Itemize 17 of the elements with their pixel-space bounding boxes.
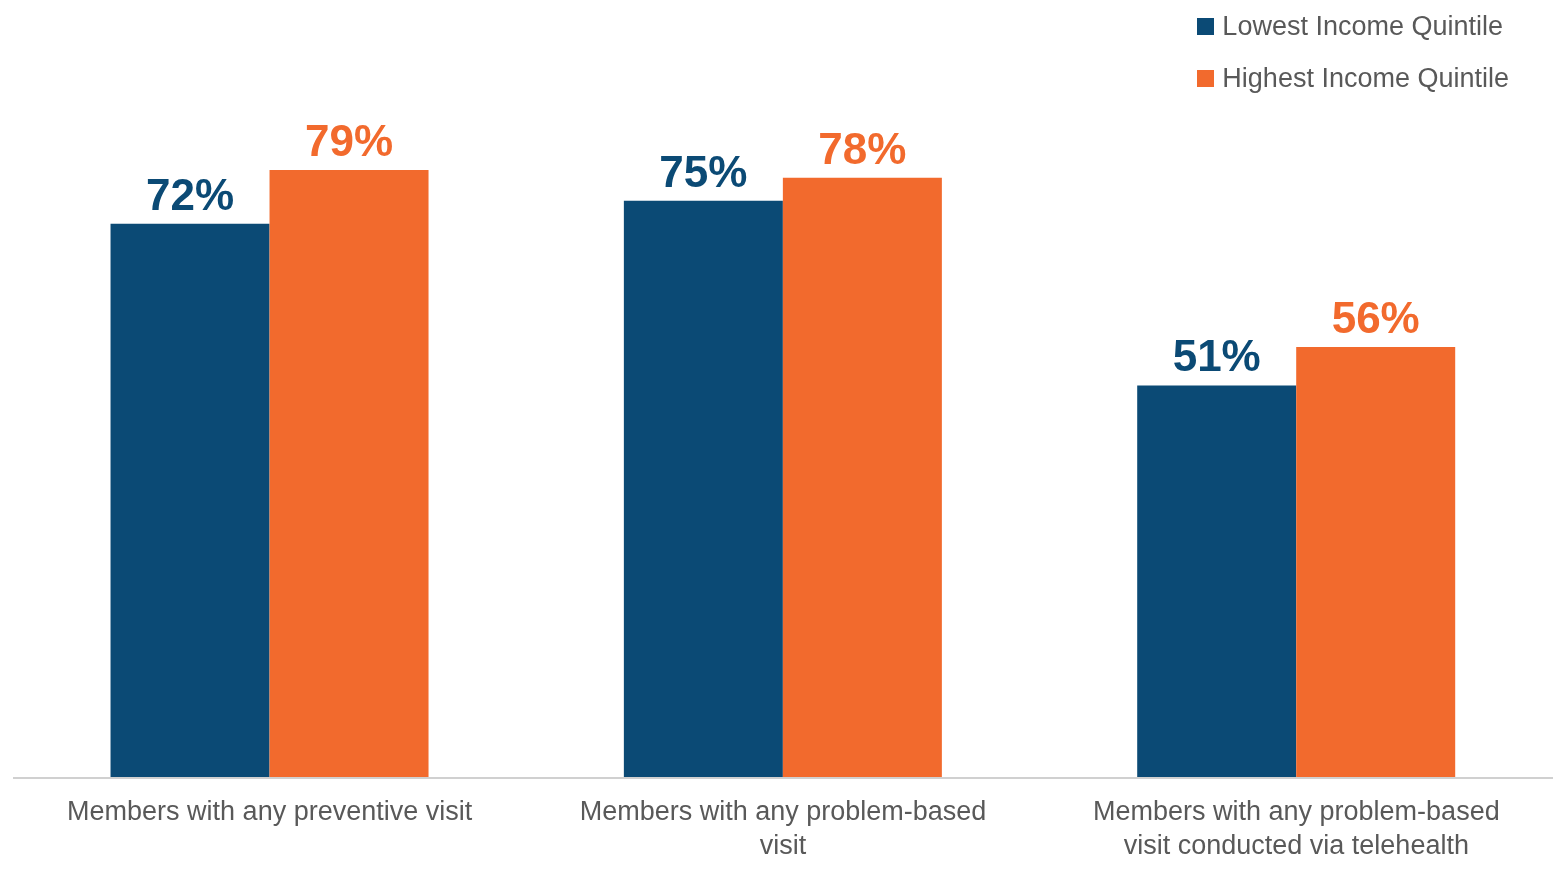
data-label: 56% [1331,293,1420,343]
bar [269,170,429,778]
data-label: 78% [818,123,907,173]
bar [1296,347,1456,778]
x-tick-label: Members with any preventive visit [67,796,473,826]
data-label: 51% [1172,331,1261,381]
data-label: 79% [304,116,394,165]
bar [623,200,783,778]
x-tick-label: Members with any problem-based visit [579,796,987,860]
x-tick-label: Members with any problem-based visit conducted via telehealth [1092,796,1500,860]
bar [1137,385,1297,778]
legend-label: Lowest Income Quintile [1222,10,1503,42]
data-label: 75% [659,146,748,196]
data-label: 72% [145,169,235,219]
bar [782,177,942,778]
bar [110,223,270,778]
legend-label: Highest Income Quintile [1222,62,1509,94]
